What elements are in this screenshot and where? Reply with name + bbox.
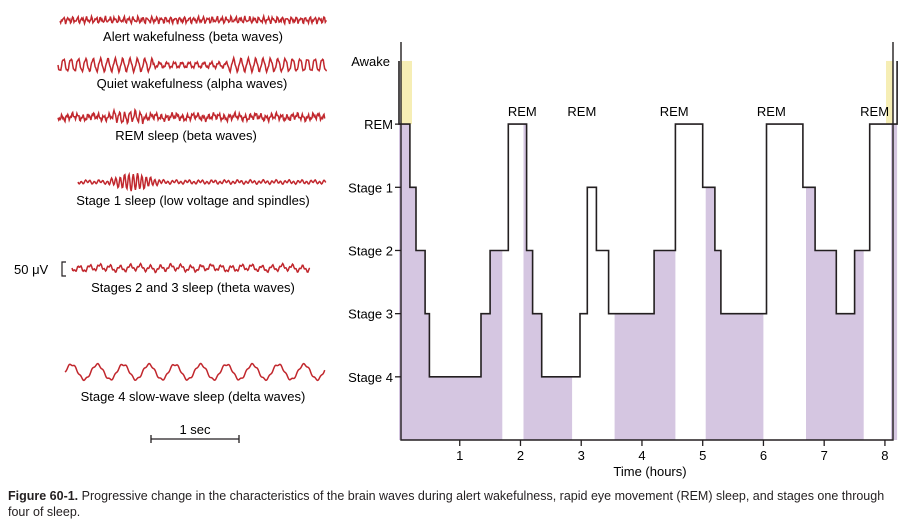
x-tick-label: 6 — [760, 448, 767, 463]
eeg-label-quiet: Quiet wakefulness (alpha waves) — [97, 76, 288, 91]
awake-band-start — [401, 60, 412, 125]
y-tick-label: Stage 4 — [348, 370, 393, 385]
rem-label-1: REM — [508, 104, 537, 119]
rem-label-5: REM — [860, 104, 889, 119]
eeg-trace-alert — [59, 13, 327, 27]
y-tick-label: Stage 1 — [348, 180, 393, 195]
voltage-scale-label: 50 μV — [14, 262, 49, 277]
x-tick-label: 5 — [699, 448, 706, 463]
sleep-shading-1 — [399, 124, 503, 440]
sleep-shading-5 — [806, 187, 864, 440]
eeg-label-stage4: Stage 4 slow-wave sleep (delta waves) — [81, 389, 306, 404]
sleep-shading-6 — [891, 124, 898, 440]
time-scale-label: 1 sec — [179, 422, 211, 437]
awake-shading-group — [401, 60, 893, 125]
eeg-label-stage23: Stages 2 and 3 sleep (theta waves) — [91, 280, 295, 295]
eeg-label-rem: REM sleep (beta waves) — [115, 128, 257, 143]
y-tick-label: REM — [364, 117, 393, 132]
x-tick-label: 3 — [578, 448, 585, 463]
eeg-trace-stage23 — [71, 262, 311, 274]
rem-label-4: REM — [757, 104, 786, 119]
x-tick-label: 1 — [456, 448, 463, 463]
x-tick-label: 4 — [638, 448, 645, 463]
rem-labels: REM REM REM REM REM — [508, 104, 889, 119]
figure-number: Figure 60-1. — [8, 489, 79, 503]
chart-axes — [400, 42, 894, 441]
sleep-shading-4 — [705, 187, 764, 440]
sleep-shading-2 — [523, 124, 573, 440]
voltage-scale-bracket — [61, 261, 66, 277]
rem-label-2: REM — [567, 104, 596, 119]
eeg-label-stage1: Stage 1 sleep (low voltage and spindles) — [76, 193, 309, 208]
eeg-trace-rem — [57, 107, 326, 126]
x-tick-label: 8 — [881, 448, 888, 463]
rem-label-3: REM — [660, 104, 689, 119]
x-tick-label: 2 — [517, 448, 524, 463]
hypnogram-line — [398, 61, 898, 378]
awake-band-end — [886, 60, 893, 125]
eeg-trace-stage1 — [77, 171, 327, 192]
sleep-shading-group — [399, 124, 898, 440]
y-tick-label: Stage 3 — [348, 307, 393, 322]
eeg-trace-stage4 — [64, 362, 326, 382]
eeg-trace-quiet — [57, 55, 328, 75]
x-axis-ticks: 1 2 3 4 5 6 7 8 — [456, 440, 889, 463]
y-axis-ticks: Awake REM Stage 1 Stage 2 Stage 3 Stage 4 — [348, 54, 401, 385]
eeg-panel: Alert wakefulness (beta waves) Quiet wak… — [14, 13, 328, 443]
x-axis-label: Time (hours) — [613, 464, 686, 479]
y-tick-label: Stage 2 — [348, 243, 393, 258]
time-scale-bar — [150, 435, 240, 443]
hypnogram-chart: Awake REM Stage 1 Stage 2 Stage 3 Stage 4 1 2 3… — [348, 42, 898, 479]
y-tick-label: Awake — [351, 54, 390, 69]
figure-caption: Figure 60-1. Progressive change in the c… — [8, 488, 903, 520]
caption-text: Progressive change in the characteristic… — [8, 489, 885, 519]
x-tick-label: 7 — [821, 448, 828, 463]
eeg-label-alert: Alert wakefulness (beta waves) — [103, 29, 283, 44]
sleep-shading-3 — [614, 250, 676, 440]
